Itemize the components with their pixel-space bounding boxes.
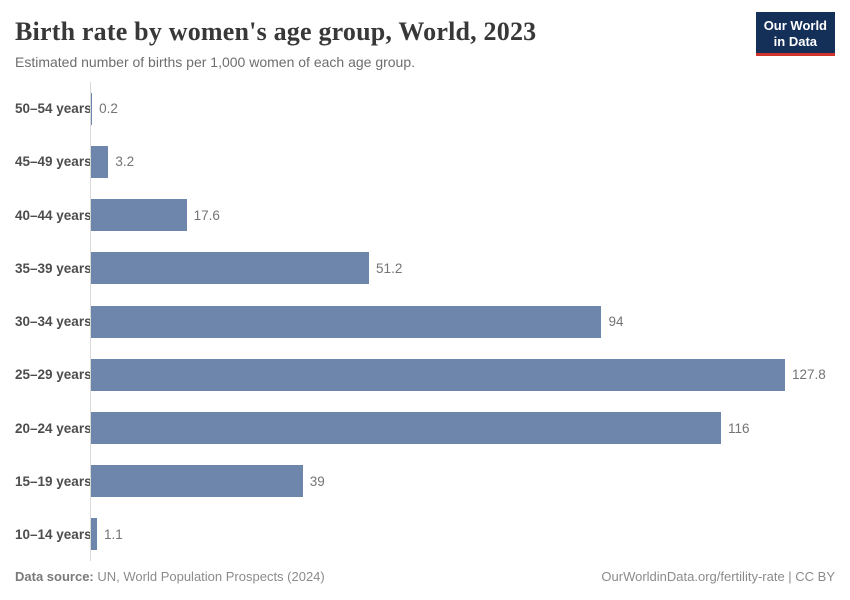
data-source-text: UN, World Population Prospects (2024): [97, 569, 325, 584]
value-label: 3.2: [115, 154, 135, 170]
category-label: 30–34 years: [15, 314, 92, 330]
bar-track: 116: [90, 401, 835, 455]
bar-chart: 50–54 years 0.2 45–49 years 3.2 40–44 years 1…: [15, 82, 835, 562]
bar[interactable]: [91, 465, 303, 498]
bar-track: 39: [90, 454, 835, 508]
value-label: 51.2: [376, 260, 403, 276]
owid-logo-line2: in Data: [773, 33, 818, 49]
bar-row: 15–19 years 39: [15, 454, 835, 508]
bar-track: 127.8: [90, 348, 835, 402]
bar-track: 94: [90, 295, 835, 349]
bar[interactable]: [91, 305, 602, 338]
chart-header: Birth rate by women's age group, World, …: [15, 12, 835, 70]
bar-row: 50–54 years 0.2: [15, 82, 835, 136]
category-label: 45–49 years: [15, 154, 92, 170]
bar-track: 51.2: [90, 241, 835, 295]
bar-row: 20–24 years 116: [15, 401, 835, 455]
value-label: 0.2: [99, 101, 118, 117]
value-label: 94: [608, 314, 624, 330]
bar-track: 0.2: [90, 82, 835, 136]
bar-track: 1.1: [90, 507, 835, 562]
bar-row: 30–34 years 94: [15, 295, 835, 349]
bar[interactable]: [91, 199, 187, 232]
category-label: 50–54 years: [15, 101, 92, 117]
bar-row: 25–29 years 127.8: [15, 348, 835, 402]
data-source-note: Data source: UN, World Population Prospe…: [15, 569, 325, 584]
category-label: 20–24 years: [15, 420, 92, 436]
owid-logo[interactable]: Our World in Data: [755, 12, 835, 57]
bar-track: 17.6: [90, 188, 835, 242]
bar[interactable]: [91, 412, 721, 444]
header-text: Birth rate by women's age group, World, …: [15, 12, 536, 70]
bar-row: 35–39 years 51.2: [15, 241, 835, 295]
value-label: 127.8: [792, 367, 826, 383]
chart-subtitle: Estimated number of births per 1,000 wom…: [15, 54, 416, 71]
category-label: 15–19 years: [15, 473, 92, 489]
bar[interactable]: [91, 358, 786, 391]
value-label: 1.1: [103, 526, 123, 542]
bar-row: 10–14 years 1.1: [15, 507, 835, 562]
category-label: 25–29 years: [15, 367, 92, 383]
category-label: 10–14 years: [15, 526, 92, 542]
value-label: 116: [727, 420, 750, 436]
value-label: 17.6: [193, 207, 220, 223]
bar[interactable]: [91, 92, 93, 125]
owid-logo-line1: Our World: [763, 18, 827, 33]
bar-row: 45–49 years 3.2: [15, 135, 835, 189]
footer-link[interactable]: OurWorldinData.org/fertility-rate | CC B…: [601, 569, 835, 584]
bar-track: 3.2: [90, 135, 835, 189]
bar-row: 40–44 years 17.6: [15, 188, 835, 242]
value-label: 39: [309, 473, 325, 489]
bar[interactable]: [91, 252, 370, 285]
category-label: 40–44 years: [15, 207, 92, 223]
bar[interactable]: [91, 518, 97, 551]
bar[interactable]: [91, 145, 109, 178]
page-title: Birth rate by women's age group, World, …: [15, 17, 537, 46]
category-label: 35–39 years: [15, 260, 92, 276]
data-source-label: Data source:: [15, 569, 94, 584]
chart-footer: Data source: UN, World Population Prospe…: [15, 563, 835, 590]
